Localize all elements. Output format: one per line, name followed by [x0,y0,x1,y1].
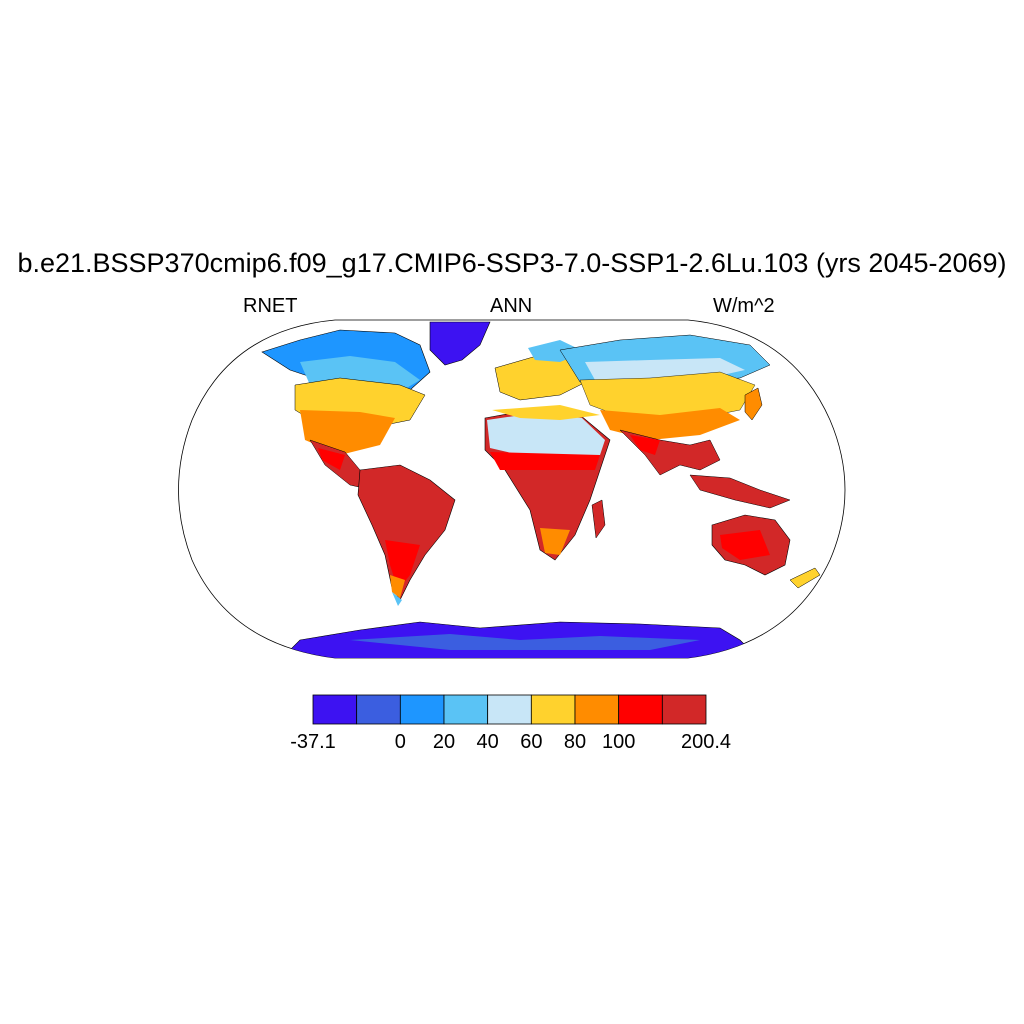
greenland [429,321,491,366]
colorbar-swatch [530,694,576,725]
colorbar-swatch [399,694,445,725]
land-field [261,321,821,658]
colorbar-tick-label: 200.4 [680,731,732,753]
colorbar-tick-label: 100 [601,731,636,753]
colorbar-swatch [487,694,532,725]
japan [744,387,763,421]
colorbar-swatch [661,694,707,725]
new-zealand [789,567,821,589]
units-label: W/m^2 [713,295,775,317]
colorbar-swatch [443,694,489,725]
asia-mid [579,371,756,421]
maritime-continent [689,474,791,509]
colorbar-tick-label: 40 [476,731,499,753]
colorbar-swatch [356,694,401,725]
plot-title: b.e21.BSSP370cmip6.f09_g17.CMIP6-SSP3-7.… [17,248,1007,278]
colorbar-swatch [574,694,620,725]
variable-label: RNET [243,295,298,317]
colorbar-tick-label: -37.1 [290,731,336,753]
season-label: ANN [490,295,533,317]
colorbar [312,694,707,725]
south-america [357,464,456,601]
colorbar-tick-label: 60 [520,731,543,753]
colorbar-tick-label: 20 [432,731,456,753]
colorbar-tick-label: 80 [563,731,587,753]
colorbar-swatch [312,694,358,725]
colorbar-tick-label: 0 [394,731,406,753]
colorbar-swatch [618,694,663,725]
sahara [487,413,605,458]
madagascar [591,499,606,539]
